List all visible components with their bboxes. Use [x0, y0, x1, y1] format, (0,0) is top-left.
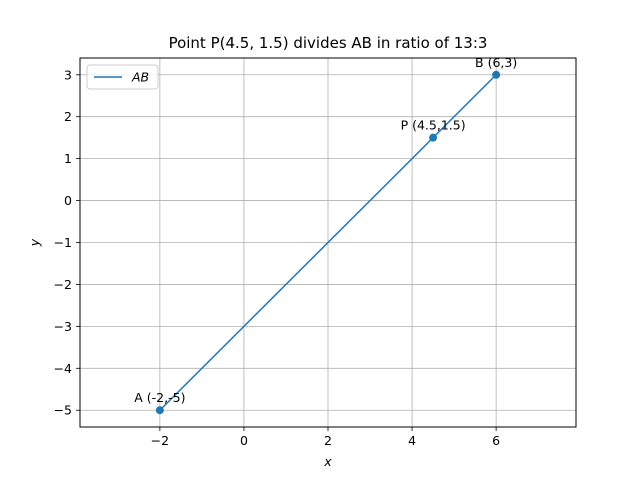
- y-tick-label: −1: [54, 235, 72, 250]
- x-axis-label: x: [323, 454, 332, 469]
- points-layer: A (-2,-5) P (4.5,1.5) B (6,3): [134, 55, 517, 415]
- legend-label: AB: [131, 70, 149, 85]
- x-tick-label: 0: [240, 433, 248, 448]
- y-tick-label: −2: [54, 277, 72, 292]
- point-marker: [155, 406, 164, 415]
- y-tick-label: −4: [54, 361, 72, 376]
- point-label: P (4.5,1.5): [401, 118, 466, 133]
- ticks: −2 0 2 4 6 −5 −4 −3 −2 −1 0 1 2 3: [54, 67, 501, 448]
- x-tick-label: −2: [151, 433, 169, 448]
- y-tick-label: 0: [64, 193, 72, 208]
- x-tick-label: 2: [324, 433, 332, 448]
- y-tick-label: −3: [54, 319, 72, 334]
- series-layer: [159, 74, 497, 411]
- y-axis-label: y: [27, 238, 42, 247]
- x-tick-label: 6: [492, 433, 500, 448]
- point-marker: [429, 133, 438, 142]
- point-marker: [492, 70, 501, 79]
- y-tick-label: 2: [64, 109, 72, 124]
- legend-box: [86, 64, 159, 90]
- y-tick-label: 1: [64, 151, 72, 166]
- y-tick-label: −5: [54, 403, 72, 418]
- series-line-ab: [159, 74, 497, 411]
- point-label: A (-2,-5): [134, 390, 185, 405]
- legend: AB: [86, 64, 159, 90]
- chart-title: Point P(4.5, 1.5) divides AB in ratio of…: [169, 34, 488, 52]
- point-label: B (6,3): [475, 55, 517, 70]
- x-tick-label: 4: [408, 433, 416, 448]
- y-tick-label: 3: [64, 67, 72, 82]
